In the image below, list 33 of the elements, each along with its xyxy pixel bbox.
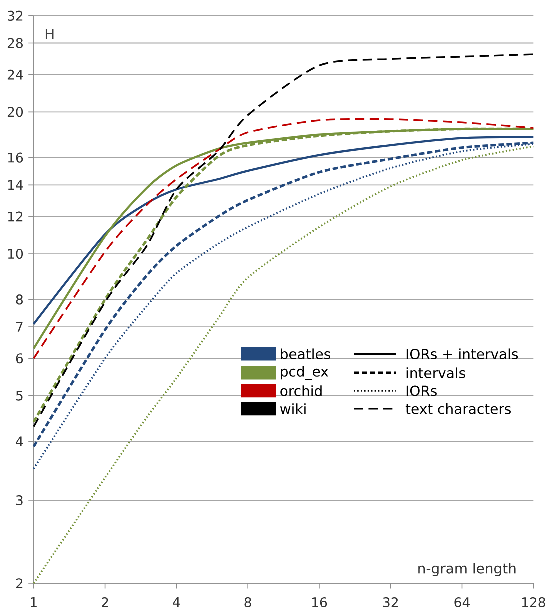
annotation: beatles <box>281 348 331 360</box>
annotation: IORs <box>407 386 438 396</box>
x-tick-label: 64 <box>454 597 470 608</box>
y-tick-label: 12 <box>8 212 23 222</box>
y-tick-label: 7 <box>16 322 23 332</box>
x-tick-label: 8 <box>244 597 252 608</box>
y-tick-label: 4 <box>16 436 24 446</box>
x-tick-label: 4 <box>173 597 180 608</box>
x-tick-label: 16 <box>312 597 328 608</box>
annotation: text characters <box>406 404 512 414</box>
y-tick-label: 24 <box>8 70 24 80</box>
y-tick-label: 28 <box>8 38 24 48</box>
x-tick-label: 2 <box>102 597 108 608</box>
x-axis-title: n-gram length <box>418 563 516 577</box>
x-tick-label: 1 <box>31 597 38 608</box>
y-tick-label: 6 <box>16 354 24 364</box>
annotation: intervals <box>406 368 466 378</box>
y-tick-label: 5 <box>16 390 23 401</box>
x-tick-label: 32 <box>384 597 398 608</box>
annotation: orchid <box>280 386 322 396</box>
y-tick-label: 20 <box>8 107 24 118</box>
y-tick-label: 14 <box>8 180 24 190</box>
y-tick-label: 32 <box>8 10 23 21</box>
y-axis-title: H <box>46 29 54 40</box>
y-tick-label: 10 <box>8 248 24 260</box>
x-tick-label: 128 <box>522 597 546 608</box>
annotation: pcd_ex <box>281 366 329 380</box>
y-tick-label: 16 <box>8 152 24 163</box>
annotation: wiki <box>280 404 306 414</box>
y-tick-label: 3 <box>16 495 23 506</box>
y-tick-label: 2 <box>16 578 23 588</box>
y-tick-label: 8 <box>16 294 24 305</box>
annotation: IORs + intervals <box>407 348 518 360</box>
